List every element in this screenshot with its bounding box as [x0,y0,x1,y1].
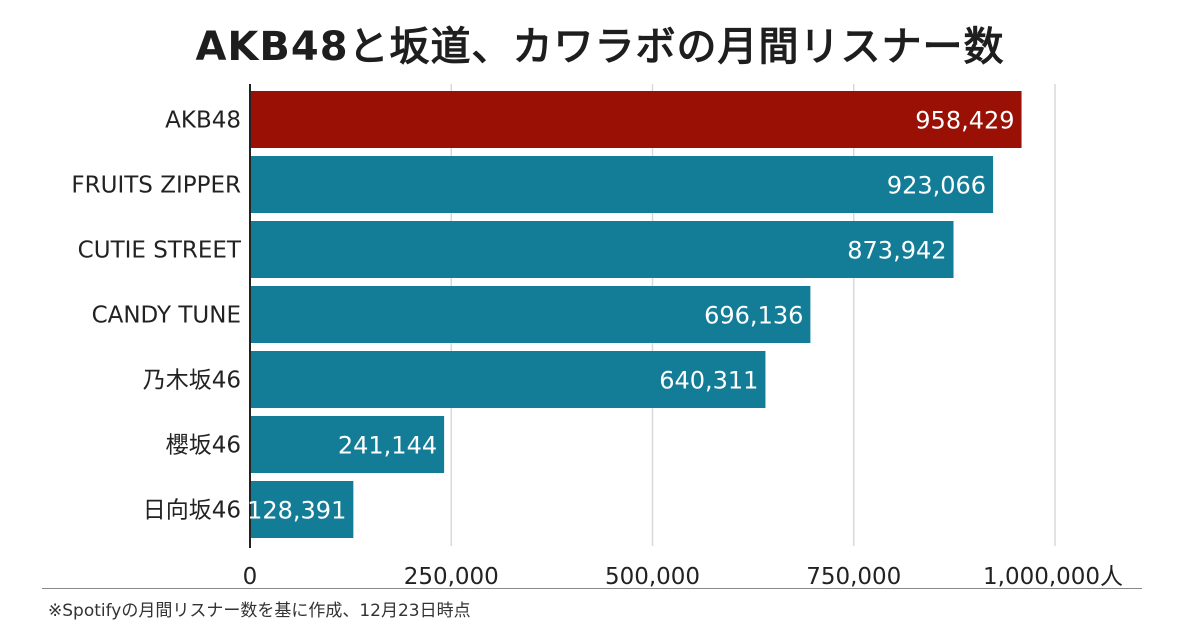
bar [250,91,1022,148]
category-label: CANDY TUNE [92,303,241,329]
bar [250,156,994,213]
source-footnote: ※Spotifyの月間リスナー数を基に作成、12月23日時点 [48,601,471,621]
value-label: 128,391 [247,497,346,525]
category-label: 日向坂46 [143,498,241,524]
value-label: 958,429 [915,107,1014,135]
category-label: FRUITS ZIPPER [71,173,241,199]
bar [250,286,811,343]
category-label: AKB48 [165,108,241,134]
category-label: 乃木坂46 [143,368,241,394]
bar [250,221,954,278]
footer-divider [42,588,1142,589]
x-tick-label: 1,000,000人 [983,564,1123,590]
category-label: 櫻坂46 [166,433,241,459]
value-label: 241,144 [338,432,437,460]
bar [250,481,354,538]
value-label: 873,942 [847,237,946,265]
value-label: 640,311 [659,367,758,395]
chart-title: AKB48と坂道、カワラボの月間リスナー数 [195,24,1005,70]
x-tick-label: 250,000 [404,564,499,590]
x-tick-label: 500,000 [605,564,700,590]
category-label: CUTIE STREET [78,238,242,264]
x-tick-label: 750,000 [806,564,901,590]
x-tick-label: 0 [243,564,258,590]
value-label: 923,066 [887,172,986,200]
bar [250,351,766,408]
value-label: 696,136 [704,302,803,330]
bar [250,416,445,473]
